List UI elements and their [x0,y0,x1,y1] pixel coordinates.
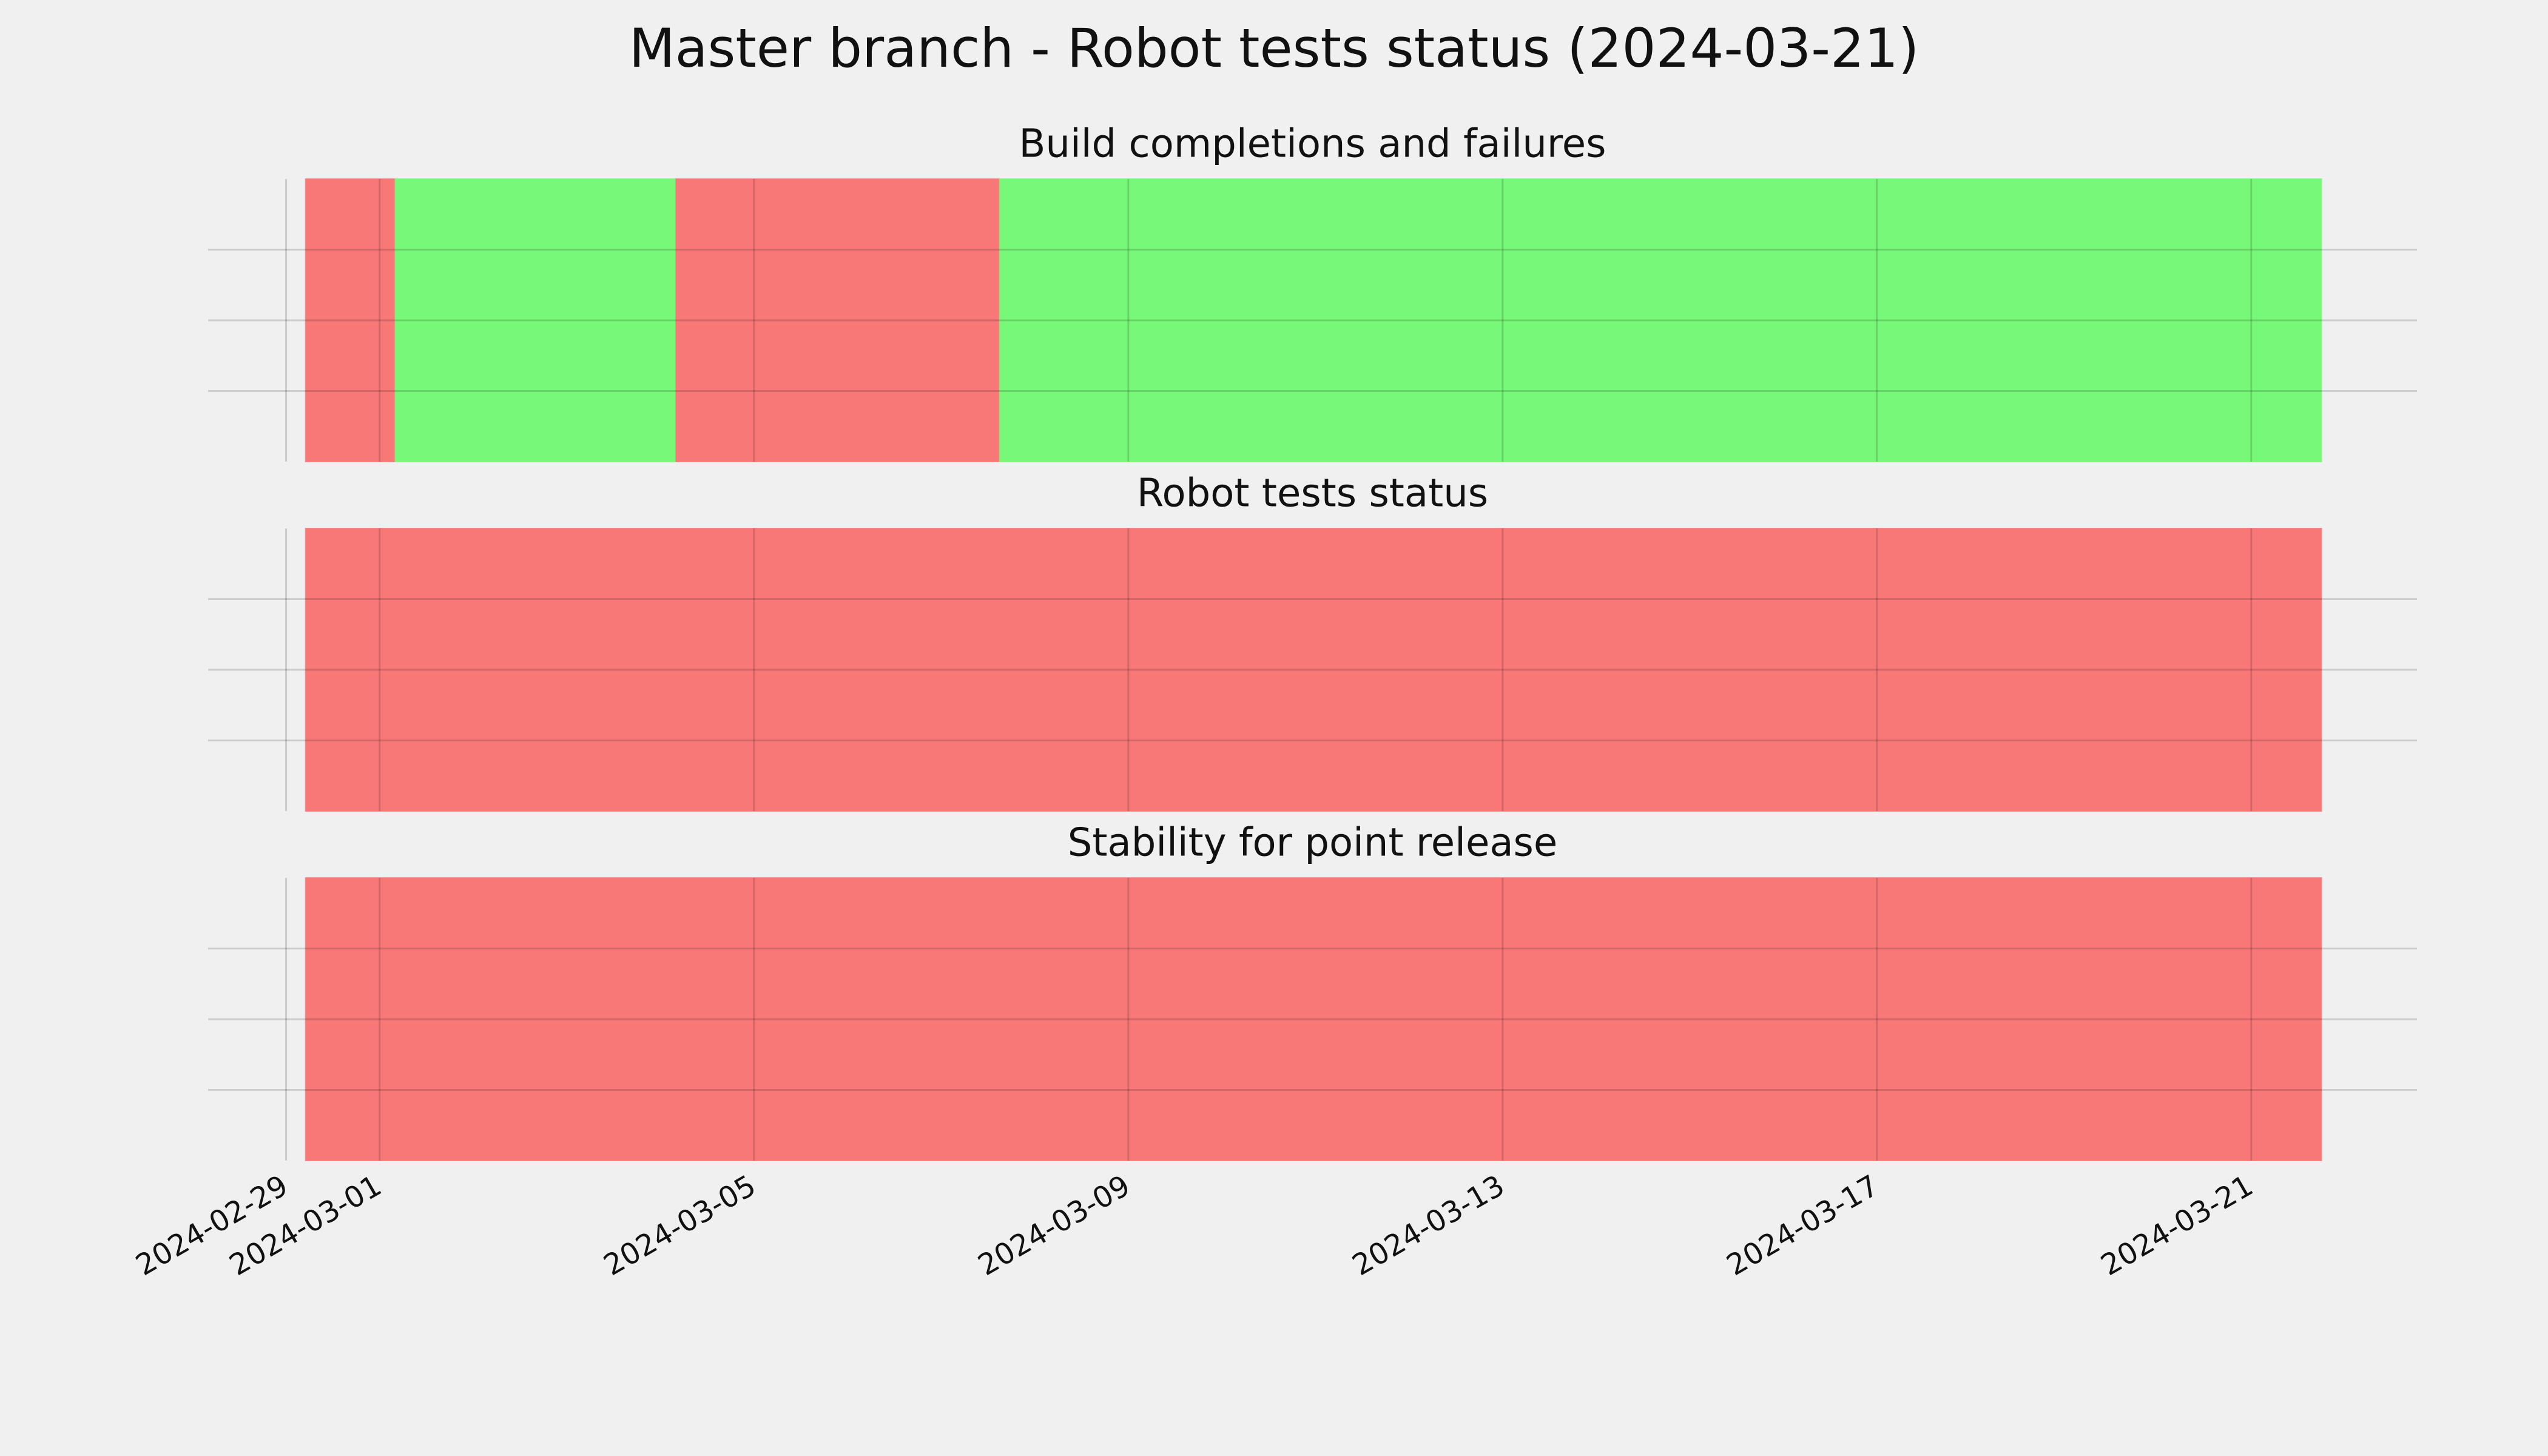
status-span [675,178,1000,462]
status-span [394,178,677,462]
panel-title: Build completions and failures [1019,122,1606,167]
status-span [305,877,2322,1161]
panel-title: Stability for point release [1068,821,1558,866]
status-span [999,178,2322,462]
chart-title: Master branch - Robot tests status (2024… [629,17,1919,79]
panel-title: Robot tests status [1137,471,1488,516]
status-span [305,528,2322,812]
status-span [305,178,396,462]
